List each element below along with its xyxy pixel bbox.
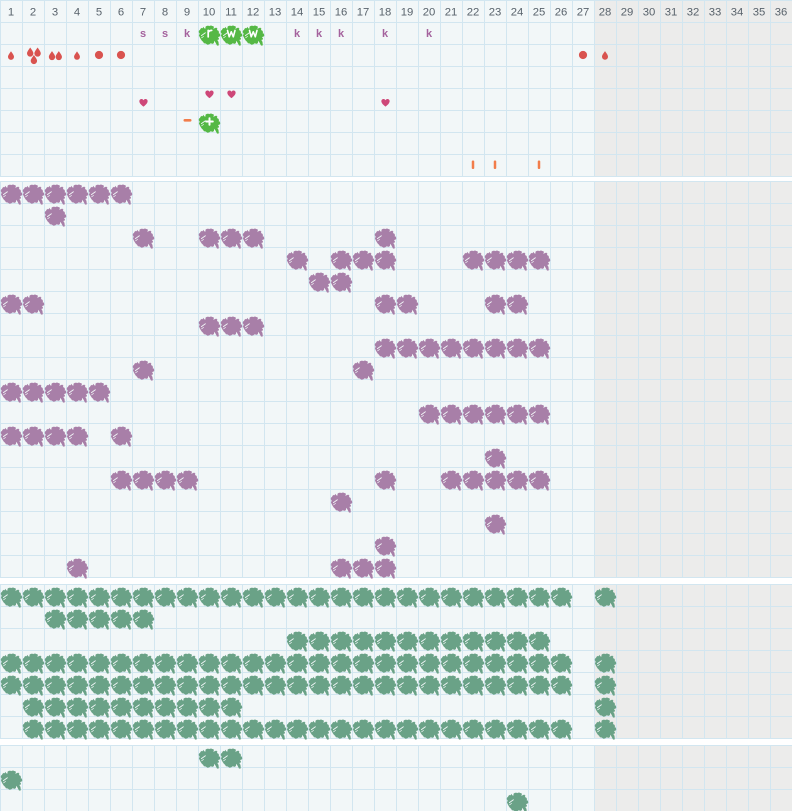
svg-text:36: 36 — [775, 7, 788, 19]
svg-text:k: k — [294, 28, 301, 40]
svg-text:33: 33 — [709, 7, 722, 19]
svg-text:21: 21 — [445, 7, 458, 19]
svg-text:22: 22 — [467, 7, 480, 19]
svg-text:27: 27 — [577, 7, 590, 19]
svg-text:20: 20 — [423, 7, 436, 19]
svg-text:16: 16 — [335, 7, 348, 19]
svg-text:12: 12 — [247, 7, 260, 19]
svg-text:34: 34 — [731, 7, 744, 19]
svg-text:32: 32 — [687, 7, 700, 19]
svg-text:18: 18 — [379, 7, 392, 19]
svg-text:s: s — [140, 28, 146, 40]
svg-text:k: k — [426, 28, 433, 40]
svg-text:11: 11 — [225, 7, 237, 19]
svg-text:35: 35 — [753, 7, 766, 19]
svg-text:26: 26 — [555, 7, 568, 19]
svg-text:23: 23 — [489, 7, 502, 19]
svg-text:13: 13 — [269, 7, 282, 19]
svg-text:7: 7 — [140, 7, 146, 19]
svg-text:8: 8 — [162, 7, 168, 19]
svg-text:k: k — [338, 28, 345, 40]
svg-text:6: 6 — [118, 7, 124, 19]
svg-text:31: 31 — [665, 7, 678, 19]
svg-text:14: 14 — [291, 7, 304, 19]
svg-text:k: k — [184, 28, 191, 40]
svg-text:10: 10 — [203, 7, 216, 19]
svg-text:24: 24 — [511, 7, 524, 19]
svg-text:2: 2 — [30, 7, 36, 19]
svg-text:k: k — [316, 28, 323, 40]
svg-text:3: 3 — [52, 7, 58, 19]
svg-text:28: 28 — [599, 7, 612, 19]
svg-text:9: 9 — [184, 7, 190, 19]
svg-text:25: 25 — [533, 7, 546, 19]
svg-text:s: s — [162, 28, 168, 40]
svg-text:19: 19 — [401, 7, 414, 19]
svg-text:k: k — [382, 28, 389, 40]
svg-text:15: 15 — [313, 7, 326, 19]
svg-text:30: 30 — [643, 7, 656, 19]
svg-text:5: 5 — [96, 7, 102, 19]
svg-text:29: 29 — [621, 7, 634, 19]
svg-text:17: 17 — [357, 7, 370, 19]
svg-text:1: 1 — [8, 7, 14, 19]
svg-text:4: 4 — [74, 7, 80, 19]
